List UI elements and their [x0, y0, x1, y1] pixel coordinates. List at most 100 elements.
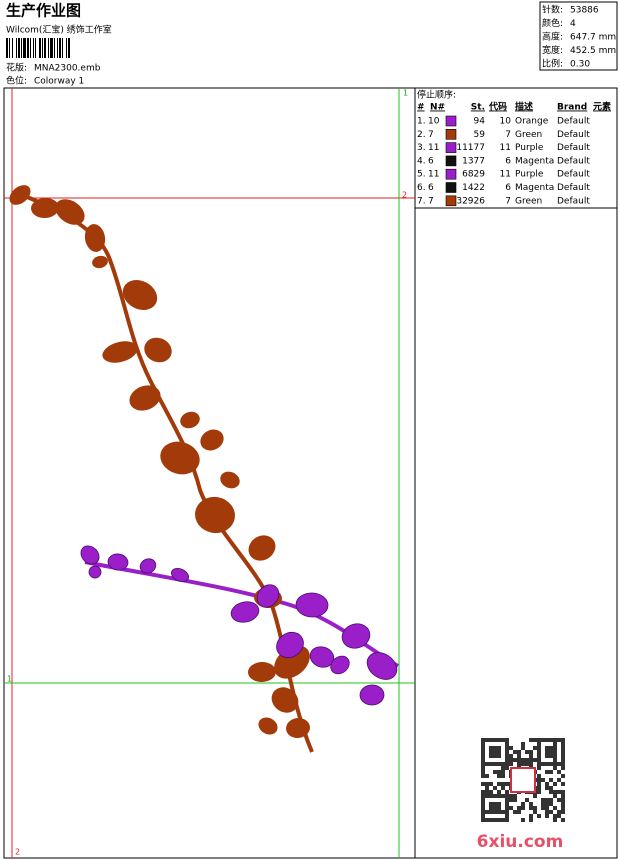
bar — [16, 38, 17, 58]
leaf — [258, 717, 278, 735]
qr-cell — [537, 742, 541, 746]
bar — [48, 38, 49, 58]
qr-cell — [561, 806, 565, 810]
leaf — [9, 185, 31, 205]
qr-cell — [489, 802, 493, 806]
qr-cell — [537, 750, 541, 754]
colorway-label: 色位: — [6, 75, 27, 87]
qr-cell — [505, 738, 509, 742]
info-value: 4 — [570, 19, 576, 29]
info-value: 53886 — [570, 6, 599, 16]
row-code: 10 — [500, 117, 512, 127]
qr-cell — [509, 806, 513, 810]
qr-cell — [561, 738, 565, 742]
qr-cell — [549, 798, 553, 802]
qr-cell — [537, 778, 541, 782]
qr-cell — [521, 742, 525, 746]
row-index: 1. — [417, 117, 426, 127]
row-stitches: 32926 — [456, 196, 485, 206]
qr-cell — [489, 750, 493, 754]
qr-cell — [485, 786, 489, 790]
row-n: 6 — [428, 183, 434, 193]
qr-cell — [501, 774, 505, 778]
qr-cell — [529, 814, 533, 818]
row-index: 4. — [417, 156, 426, 166]
qr-cell — [549, 754, 553, 758]
row-stitches: 11177 — [456, 143, 485, 153]
qr-cell — [517, 762, 521, 766]
bar — [35, 38, 36, 58]
qr-cell — [553, 754, 557, 758]
qr-cell — [497, 802, 501, 806]
qr-cell — [481, 738, 485, 742]
flower — [171, 568, 189, 582]
qr-cell — [541, 762, 545, 766]
qr-cell — [549, 786, 553, 790]
watermark: 6xiu.com — [477, 832, 564, 852]
qr-cell — [481, 774, 485, 778]
flower — [366, 652, 398, 680]
qr-cell — [561, 794, 565, 798]
row-description: Orange — [515, 117, 549, 127]
qr-cell — [537, 790, 541, 794]
qr-cell — [521, 758, 525, 762]
qr-cell — [505, 818, 509, 822]
row-index: 3. — [417, 143, 426, 153]
qr-cell — [505, 782, 509, 786]
qr-cell — [493, 770, 497, 774]
swatch — [445, 195, 457, 207]
info-label: 颜色: — [542, 17, 563, 29]
qr-cell — [553, 750, 557, 754]
qr-cell — [485, 810, 489, 814]
guide-label: 1 — [7, 675, 12, 684]
row-index: 5. — [417, 170, 426, 180]
qr-cell — [533, 746, 537, 750]
qr-cell — [493, 762, 497, 766]
qr-cell — [509, 746, 513, 750]
leaf — [220, 471, 240, 489]
qr-cell — [529, 762, 533, 766]
qr-cell — [553, 738, 557, 742]
qr-cell — [501, 818, 505, 822]
info-value: 452.5 mm — [570, 46, 616, 56]
leaf — [144, 337, 172, 363]
row-brand: Default — [557, 143, 590, 153]
bar — [54, 38, 55, 58]
qr-cell — [561, 754, 565, 758]
bar — [44, 38, 46, 58]
info-label: 针数: — [542, 4, 563, 16]
row-code: 6 — [505, 156, 511, 166]
qr-cell — [537, 782, 541, 786]
qr-cell — [505, 810, 509, 814]
qr-cell — [497, 818, 501, 822]
qr-cell — [549, 746, 553, 750]
qr-cell — [561, 774, 565, 778]
qr-cell — [489, 790, 493, 794]
row-brand: Default — [557, 130, 590, 140]
qr-cell — [517, 750, 521, 754]
row-n: 7 — [428, 196, 434, 206]
qr-cell — [549, 778, 553, 782]
bar — [33, 38, 34, 58]
qr-cell — [481, 758, 485, 762]
qr-cell — [541, 798, 545, 802]
qr-cell — [497, 794, 501, 798]
qr-cell — [505, 798, 509, 802]
qr-cell — [529, 758, 533, 762]
qr-cell — [545, 762, 549, 766]
leaf — [31, 197, 59, 219]
qr-cell — [553, 746, 557, 750]
qr-cell — [545, 746, 549, 750]
qr-cell — [493, 794, 497, 798]
qr-cell — [481, 766, 485, 770]
qr-cell — [521, 746, 525, 750]
row-description: Green — [515, 130, 542, 140]
qr-cell — [493, 738, 497, 742]
qr-cell — [481, 746, 485, 750]
qr-cell — [501, 810, 505, 814]
qr-cell — [497, 746, 501, 750]
qr-cell — [521, 806, 525, 810]
qr-cell — [509, 758, 513, 762]
flower — [230, 601, 260, 623]
